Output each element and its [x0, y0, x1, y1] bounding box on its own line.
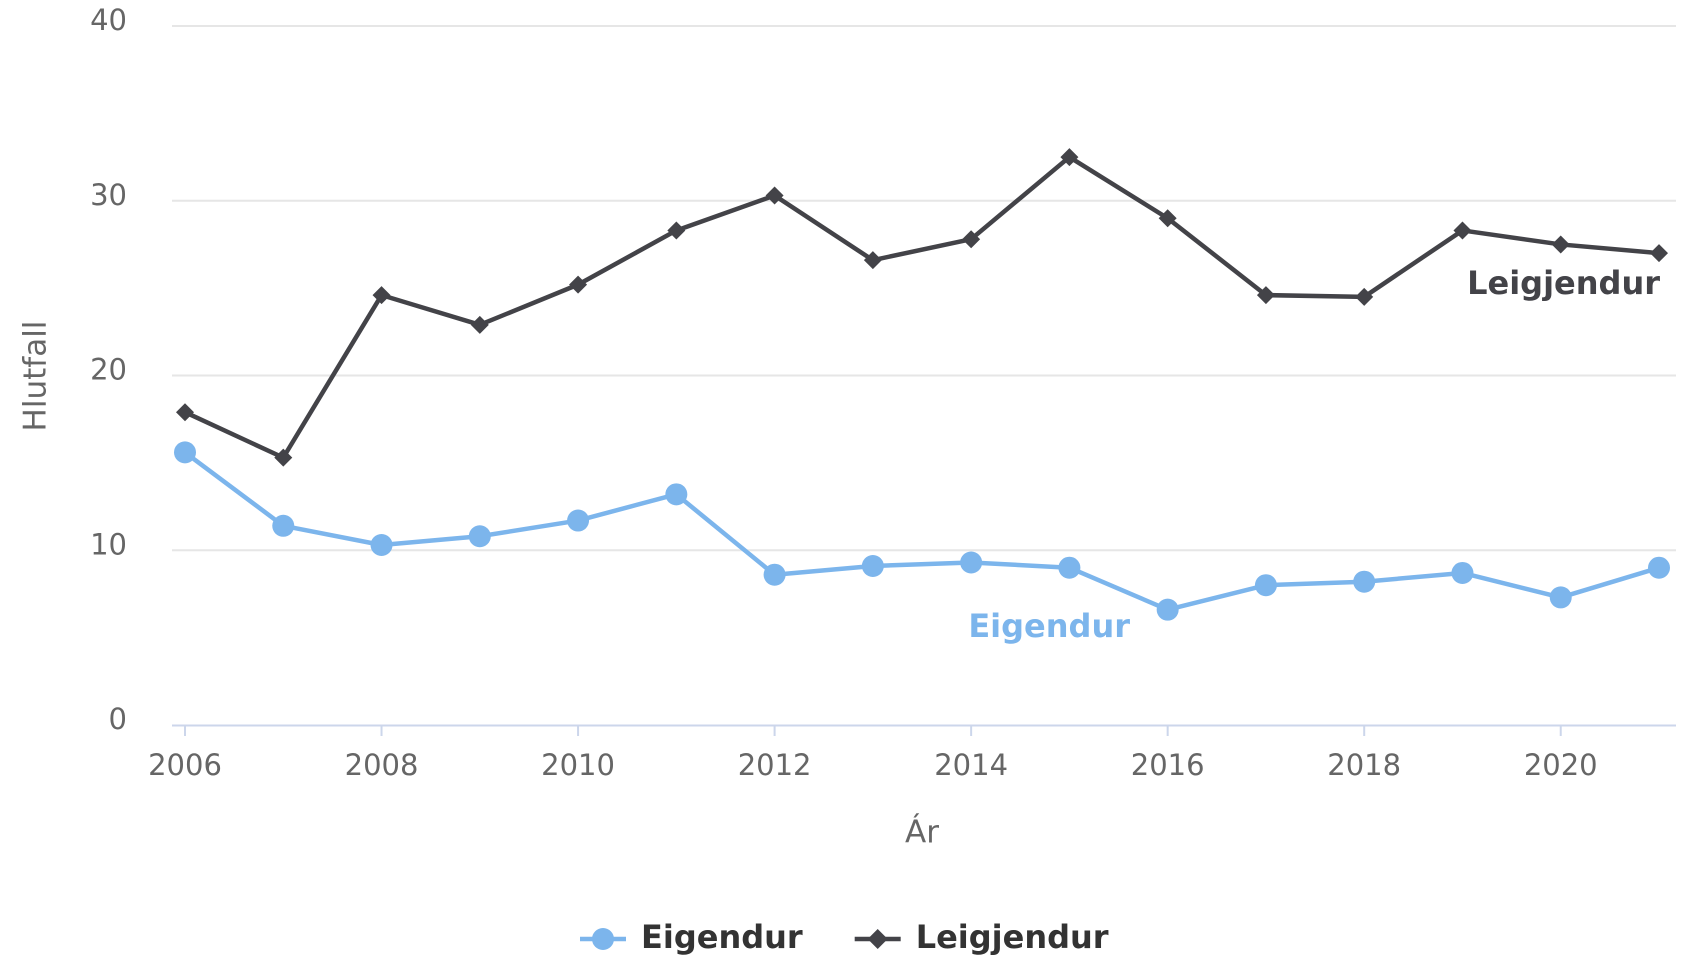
x-tick-label: 2018 — [1327, 748, 1401, 782]
series-line — [184, 154, 1660, 460]
y-tick-label: 0 — [109, 702, 127, 736]
point — [567, 509, 590, 532]
x-tick-label: 2014 — [934, 748, 1008, 782]
point — [1256, 286, 1275, 305]
point — [176, 403, 194, 422]
point — [372, 286, 391, 305]
legend-label: Leigjendur — [916, 918, 1109, 956]
point — [370, 534, 393, 557]
legend-item: Leigjendur — [854, 918, 1109, 956]
series-label: Eigendur — [968, 607, 1130, 645]
point — [1453, 221, 1472, 240]
point — [1254, 574, 1277, 597]
point — [174, 441, 196, 464]
series — [176, 148, 1668, 467]
legend-item: Eigendur — [580, 918, 803, 956]
point — [962, 230, 981, 249]
x-tick-label: 2020 — [1524, 748, 1598, 782]
point — [861, 554, 884, 577]
y-tick-label: 20 — [90, 353, 127, 387]
point — [763, 563, 786, 586]
point — [274, 448, 293, 467]
y-tick-label: 40 — [90, 3, 127, 37]
y-tick-label: 30 — [90, 178, 127, 212]
point — [1355, 287, 1374, 306]
point — [272, 514, 295, 537]
point — [667, 221, 686, 240]
x-tick-label: 2010 — [541, 748, 615, 782]
point — [1060, 148, 1079, 167]
x-axis-label: Ár — [905, 815, 939, 851]
point — [468, 525, 491, 548]
y-tick-label: 10 — [90, 527, 127, 561]
point — [1353, 570, 1376, 593]
point — [1451, 561, 1474, 584]
legend-label: Eigendur — [641, 918, 803, 956]
point — [1551, 235, 1570, 254]
point — [1549, 586, 1572, 609]
point — [1156, 598, 1179, 621]
x-tick-label: 2006 — [148, 748, 222, 782]
point — [569, 275, 588, 294]
x-tick-label: 2016 — [1131, 748, 1205, 782]
point — [1058, 556, 1081, 579]
series — [174, 441, 1670, 621]
y-axis-label: Hlutfall — [18, 321, 54, 432]
point — [960, 551, 983, 574]
point — [1648, 556, 1670, 579]
x-tick-label: 2008 — [345, 748, 419, 782]
point — [470, 315, 489, 334]
series-label: Leigjendur — [1467, 264, 1660, 302]
point — [765, 186, 784, 205]
x-tick-label: 2012 — [738, 748, 812, 782]
point — [863, 251, 882, 270]
point — [1158, 209, 1177, 228]
point — [592, 928, 614, 950]
series-line — [183, 450, 1660, 612]
point — [665, 483, 688, 506]
point — [1650, 244, 1668, 263]
point — [867, 929, 888, 949]
